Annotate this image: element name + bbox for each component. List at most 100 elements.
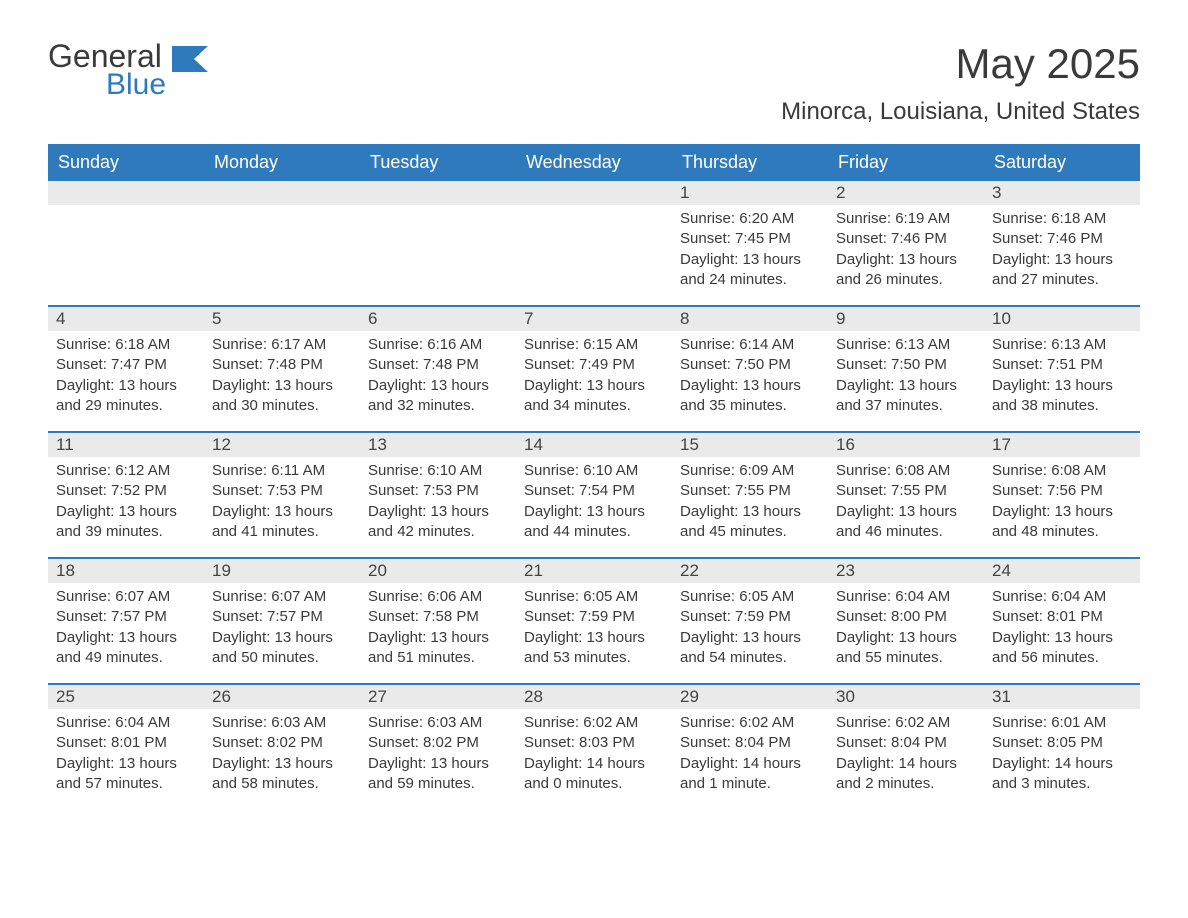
day-cell: 24Sunrise: 6:04 AMSunset: 8:01 PMDayligh… <box>984 559 1140 683</box>
daylight-line: Daylight: 13 hours and 26 minutes. <box>836 250 976 291</box>
daylight-line: Daylight: 13 hours and 50 minutes. <box>212 628 352 669</box>
sunset-line: Sunset: 7:50 PM <box>680 355 820 375</box>
sunset-line: Sunset: 7:45 PM <box>680 229 820 249</box>
daylight-line: Daylight: 14 hours and 3 minutes. <box>992 754 1132 795</box>
day-body: Sunrise: 6:08 AMSunset: 7:55 PMDaylight:… <box>828 457 984 550</box>
day-body: Sunrise: 6:15 AMSunset: 7:49 PMDaylight:… <box>516 331 672 424</box>
dow-cell: Sunday <box>48 144 204 181</box>
week-row: 4Sunrise: 6:18 AMSunset: 7:47 PMDaylight… <box>48 305 1140 431</box>
day-number: 22 <box>672 559 828 583</box>
blank-day-header <box>204 181 360 205</box>
sunset-line: Sunset: 8:04 PM <box>836 733 976 753</box>
daylight-line: Daylight: 13 hours and 39 minutes. <box>56 502 196 543</box>
sunset-line: Sunset: 7:59 PM <box>524 607 664 627</box>
day-number: 29 <box>672 685 828 709</box>
day-body: Sunrise: 6:17 AMSunset: 7:48 PMDaylight:… <box>204 331 360 424</box>
sunset-line: Sunset: 7:57 PM <box>212 607 352 627</box>
sunrise-line: Sunrise: 6:14 AM <box>680 335 820 355</box>
sunrise-line: Sunrise: 6:10 AM <box>368 461 508 481</box>
daylight-line: Daylight: 13 hours and 38 minutes. <box>992 376 1132 417</box>
sunset-line: Sunset: 7:48 PM <box>212 355 352 375</box>
day-body: Sunrise: 6:10 AMSunset: 7:54 PMDaylight:… <box>516 457 672 550</box>
day-cell: 18Sunrise: 6:07 AMSunset: 7:57 PMDayligh… <box>48 559 204 683</box>
day-body: Sunrise: 6:07 AMSunset: 7:57 PMDaylight:… <box>48 583 204 676</box>
sunset-line: Sunset: 7:48 PM <box>368 355 508 375</box>
day-number: 1 <box>672 181 828 205</box>
day-cell <box>48 181 204 305</box>
day-number: 11 <box>48 433 204 457</box>
daylight-line: Daylight: 13 hours and 41 minutes. <box>212 502 352 543</box>
location-subtitle: Minorca, Louisiana, United States <box>781 98 1140 126</box>
day-body: Sunrise: 6:04 AMSunset: 8:01 PMDaylight:… <box>984 583 1140 676</box>
sunrise-line: Sunrise: 6:10 AM <box>524 461 664 481</box>
sunrise-line: Sunrise: 6:04 AM <box>56 713 196 733</box>
sunrise-line: Sunrise: 6:13 AM <box>836 335 976 355</box>
day-body: Sunrise: 6:04 AMSunset: 8:01 PMDaylight:… <box>48 709 204 802</box>
day-body: Sunrise: 6:19 AMSunset: 7:46 PMDaylight:… <box>828 205 984 298</box>
sunset-line: Sunset: 7:56 PM <box>992 481 1132 501</box>
day-body: Sunrise: 6:01 AMSunset: 8:05 PMDaylight:… <box>984 709 1140 802</box>
sunrise-line: Sunrise: 6:07 AM <box>56 587 196 607</box>
dow-cell: Saturday <box>984 144 1140 181</box>
daylight-line: Daylight: 13 hours and 55 minutes. <box>836 628 976 669</box>
sunset-line: Sunset: 7:47 PM <box>56 355 196 375</box>
sunrise-line: Sunrise: 6:08 AM <box>992 461 1132 481</box>
daylight-line: Daylight: 14 hours and 1 minute. <box>680 754 820 795</box>
week-row: 18Sunrise: 6:07 AMSunset: 7:57 PMDayligh… <box>48 557 1140 683</box>
daylight-line: Daylight: 13 hours and 37 minutes. <box>836 376 976 417</box>
day-number: 27 <box>360 685 516 709</box>
logo: General Blue <box>48 40 208 102</box>
day-number: 26 <box>204 685 360 709</box>
day-body: Sunrise: 6:09 AMSunset: 7:55 PMDaylight:… <box>672 457 828 550</box>
sunset-line: Sunset: 7:53 PM <box>368 481 508 501</box>
sunrise-line: Sunrise: 6:09 AM <box>680 461 820 481</box>
calendar: SundayMondayTuesdayWednesdayThursdayFrid… <box>48 144 1140 809</box>
week-row: 1Sunrise: 6:20 AMSunset: 7:45 PMDaylight… <box>48 181 1140 305</box>
sunrise-line: Sunrise: 6:06 AM <box>368 587 508 607</box>
daylight-line: Daylight: 13 hours and 44 minutes. <box>524 502 664 543</box>
sunset-line: Sunset: 8:05 PM <box>992 733 1132 753</box>
sunset-line: Sunset: 8:01 PM <box>992 607 1132 627</box>
daylight-line: Daylight: 13 hours and 24 minutes. <box>680 250 820 291</box>
day-number: 17 <box>984 433 1140 457</box>
sunrise-line: Sunrise: 6:02 AM <box>680 713 820 733</box>
daylight-line: Daylight: 13 hours and 35 minutes. <box>680 376 820 417</box>
day-cell: 28Sunrise: 6:02 AMSunset: 8:03 PMDayligh… <box>516 685 672 809</box>
daylight-line: Daylight: 14 hours and 2 minutes. <box>836 754 976 795</box>
day-body: Sunrise: 6:06 AMSunset: 7:58 PMDaylight:… <box>360 583 516 676</box>
day-cell: 4Sunrise: 6:18 AMSunset: 7:47 PMDaylight… <box>48 307 204 431</box>
day-body: Sunrise: 6:02 AMSunset: 8:04 PMDaylight:… <box>672 709 828 802</box>
day-body: Sunrise: 6:10 AMSunset: 7:53 PMDaylight:… <box>360 457 516 550</box>
sunset-line: Sunset: 7:55 PM <box>836 481 976 501</box>
dow-cell: Monday <box>204 144 360 181</box>
day-number: 15 <box>672 433 828 457</box>
daylight-line: Daylight: 13 hours and 58 minutes. <box>212 754 352 795</box>
day-number: 14 <box>516 433 672 457</box>
day-cell: 26Sunrise: 6:03 AMSunset: 8:02 PMDayligh… <box>204 685 360 809</box>
day-cell: 12Sunrise: 6:11 AMSunset: 7:53 PMDayligh… <box>204 433 360 557</box>
daylight-line: Daylight: 13 hours and 42 minutes. <box>368 502 508 543</box>
sunset-line: Sunset: 8:03 PM <box>524 733 664 753</box>
logo-flag-icon <box>172 46 208 72</box>
daylight-line: Daylight: 13 hours and 48 minutes. <box>992 502 1132 543</box>
day-cell: 15Sunrise: 6:09 AMSunset: 7:55 PMDayligh… <box>672 433 828 557</box>
sunrise-line: Sunrise: 6:01 AM <box>992 713 1132 733</box>
day-number: 21 <box>516 559 672 583</box>
day-cell: 7Sunrise: 6:15 AMSunset: 7:49 PMDaylight… <box>516 307 672 431</box>
sunset-line: Sunset: 7:52 PM <box>56 481 196 501</box>
daylight-line: Daylight: 14 hours and 0 minutes. <box>524 754 664 795</box>
day-number: 25 <box>48 685 204 709</box>
sunset-line: Sunset: 7:53 PM <box>212 481 352 501</box>
page-header: General Blue May 2025 Minorca, Louisiana… <box>48 40 1140 126</box>
day-number: 31 <box>984 685 1140 709</box>
daylight-line: Daylight: 13 hours and 56 minutes. <box>992 628 1132 669</box>
day-cell: 1Sunrise: 6:20 AMSunset: 7:45 PMDaylight… <box>672 181 828 305</box>
logo-word-2: Blue <box>106 68 166 102</box>
day-cell: 23Sunrise: 6:04 AMSunset: 8:00 PMDayligh… <box>828 559 984 683</box>
day-number: 6 <box>360 307 516 331</box>
sunrise-line: Sunrise: 6:05 AM <box>524 587 664 607</box>
day-body: Sunrise: 6:16 AMSunset: 7:48 PMDaylight:… <box>360 331 516 424</box>
day-number: 10 <box>984 307 1140 331</box>
sunset-line: Sunset: 7:59 PM <box>680 607 820 627</box>
daylight-line: Daylight: 13 hours and 27 minutes. <box>992 250 1132 291</box>
